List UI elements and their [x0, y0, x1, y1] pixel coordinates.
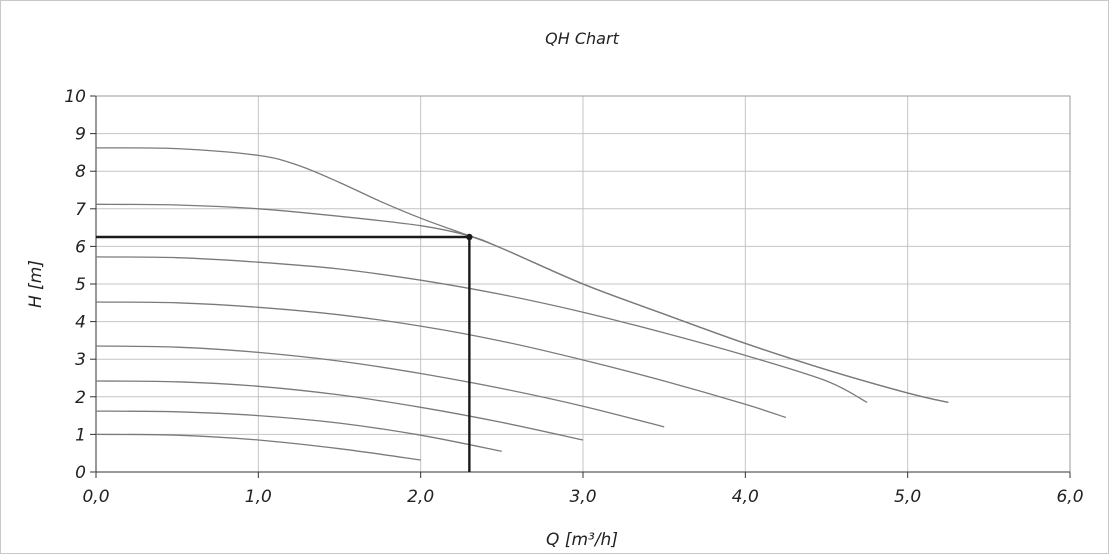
y-axis-title: H [m]	[26, 260, 46, 308]
x-tick-label: 0,0	[82, 487, 109, 507]
y-tick-label: 6	[75, 237, 86, 257]
x-tick-label: 3,0	[569, 487, 596, 507]
grid-lines	[90, 95, 1071, 478]
chart-title: QH Chart	[545, 29, 619, 48]
pump-curve-8	[95, 147, 949, 404]
pump-curve-2	[95, 410, 502, 452]
y-tick-label: 1	[75, 425, 86, 445]
x-tick-label: 4,0	[732, 487, 759, 507]
y-tick-label: 2	[75, 388, 86, 408]
y-tick-label: 0	[75, 463, 86, 483]
pump-curves	[95, 147, 949, 461]
duty-point-marker	[466, 233, 473, 241]
duty-point-group	[96, 233, 473, 472]
x-tick-label: 5,0	[894, 487, 921, 507]
x-axis-title: Q [m³/h]	[546, 530, 618, 550]
pump-curve-6	[95, 256, 868, 403]
pump-curve-4	[95, 345, 665, 428]
tick-labels: 0 1 2 3 4 5 6 7 8 9 10 0,0 1,0 2,0 3,0 4,0 5,0 6,0	[64, 87, 1083, 507]
pump-curve-5	[95, 301, 787, 419]
pump-curve-7	[95, 203, 949, 404]
y-tick-label: 7	[75, 200, 86, 220]
x-tick-label: 6,0	[1056, 487, 1083, 507]
y-tick-label: 8	[75, 162, 86, 182]
pump-curve-3	[95, 380, 584, 441]
y-tick-label: 9	[75, 125, 86, 145]
x-tick-label: 1,0	[245, 487, 272, 507]
pump-curve-1	[95, 433, 421, 461]
x-tick-label: 2,0	[407, 487, 434, 507]
y-tick-label: 5	[75, 275, 86, 295]
y-tick-label: 4	[75, 313, 86, 333]
y-tick-label: 10	[64, 87, 86, 107]
y-tick-label: 3	[75, 350, 86, 370]
